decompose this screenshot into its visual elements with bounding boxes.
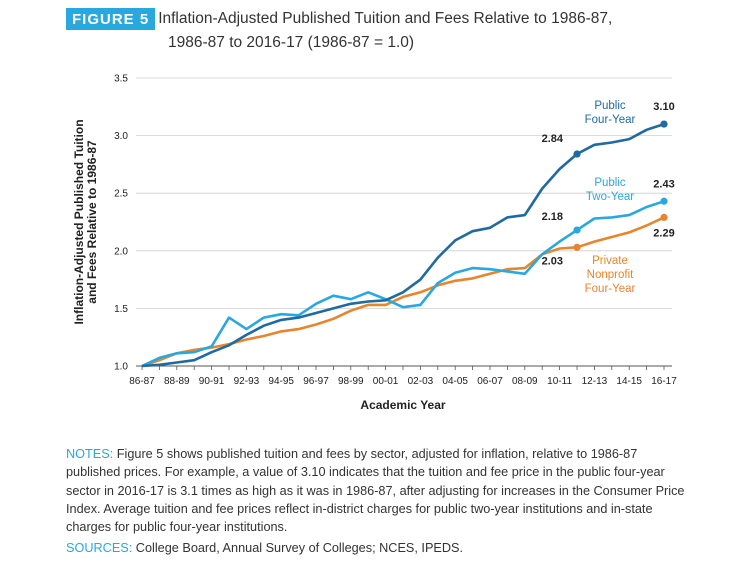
x-tick-label: 86-87 xyxy=(129,376,155,387)
y-axis-title: Inflation-Adjusted Published Tuitionand … xyxy=(72,119,99,324)
series-name-label-line: Four-Year xyxy=(585,283,636,295)
series-name-label: Private Nonprofit Four-Year xyxy=(585,255,636,295)
y-axis-title-line: Inflation-Adjusted Published Tuition xyxy=(72,119,86,324)
y-tick-label: 2.0 xyxy=(114,246,128,257)
data-point-marker xyxy=(573,226,581,234)
series-name-label-line: Public xyxy=(594,177,626,189)
data-value-label: 2.29 xyxy=(653,227,674,239)
x-axis-title: Academic Year xyxy=(360,398,446,412)
x-tick-label: 12-13 xyxy=(582,376,608,387)
series-lines xyxy=(141,120,668,368)
x-tick-label: 00-01 xyxy=(373,376,399,387)
x-tick-label: 92-93 xyxy=(234,376,260,387)
figure-header: FIGURE 5 Inflation-Adjusted Published Tui… xyxy=(66,8,746,53)
x-tick-label: 90-91 xyxy=(199,376,225,387)
x-tick-label: 88-89 xyxy=(164,376,190,387)
y-tick-label: 1.0 xyxy=(114,362,128,373)
grid-lines xyxy=(136,77,672,309)
line-chart: 1.0 1.5 2.0 2.5 3.0 3.5 86-87 88-89 90-91 92-93 94… xyxy=(72,74,677,413)
data-point-marker xyxy=(573,150,581,158)
data-value-label: 2.18 xyxy=(542,211,563,223)
chart-labels: 2.03 2.29 2.18 2.43 2.84 3.10 Private Nonprofit… xyxy=(542,100,675,295)
series-name-label-line: Private xyxy=(592,255,628,267)
y-axis-title-line: and Fees Relative to 1986-87 xyxy=(85,140,99,304)
x-tick-label: 06-07 xyxy=(477,376,503,387)
x-tick-label: 96-97 xyxy=(303,376,329,387)
y-tick-label: 3.0 xyxy=(114,131,128,142)
series-name-label-line: Nonprofit xyxy=(587,269,634,281)
data-value-label: 2.03 xyxy=(542,255,563,267)
x-tick-label: 08-09 xyxy=(512,376,538,387)
sources-text: College Board, Annual Survey of Colleges… xyxy=(132,541,464,555)
data-value-label: 3.10 xyxy=(653,101,674,113)
sources: SOURCES: College Board, Annual Survey of… xyxy=(66,539,694,557)
x-tick-label: 10-11 xyxy=(547,376,572,387)
axes: 1.0 1.5 2.0 2.5 3.0 3.5 86-87 88-89 90-91 92-93 94… xyxy=(72,74,677,413)
data-point-marker xyxy=(573,243,581,251)
x-tick-label: 16-17 xyxy=(651,376,677,387)
series-name-label-line: Two-Year xyxy=(586,191,634,203)
x-tick-label: 02-03 xyxy=(408,376,434,387)
series-name-label: Public Two-Year xyxy=(586,177,634,203)
sources-label: SOURCES: xyxy=(66,541,133,555)
data-point-marker xyxy=(660,120,668,128)
data-value-label: 2.84 xyxy=(542,133,564,145)
x-tick-label: 04-05 xyxy=(442,376,468,387)
y-tick-label: 3.5 xyxy=(114,74,128,85)
y-tick-label: 2.5 xyxy=(114,189,128,200)
x-tick-label: 94-95 xyxy=(268,376,294,387)
data-value-label: 2.43 xyxy=(653,178,674,190)
data-point-marker xyxy=(660,197,668,205)
y-tick-label: 1.5 xyxy=(114,304,128,315)
notes-label: NOTES: xyxy=(66,447,114,461)
figure-badge: FIGURE 5 xyxy=(66,8,156,30)
chart-title-line-1: Inflation-Adjusted Published Tuition and… xyxy=(158,10,613,27)
chart-title-line-2: 1986-87 to 2016-17 (1986-87 = 1.0) xyxy=(168,34,415,51)
notes-text: Figure 5 shows published tuition and fee… xyxy=(66,447,685,535)
series-name-label: Public Four-Year xyxy=(585,100,636,126)
series-name-label-line: Public xyxy=(594,100,626,112)
x-tick-label: 14-15 xyxy=(616,376,642,387)
data-point-marker xyxy=(660,213,668,221)
series-name-label-line: Four-Year xyxy=(585,114,636,126)
x-tick-label: 98-99 xyxy=(338,376,364,387)
notes: NOTES: Figure 5 shows published tuition … xyxy=(66,445,694,536)
